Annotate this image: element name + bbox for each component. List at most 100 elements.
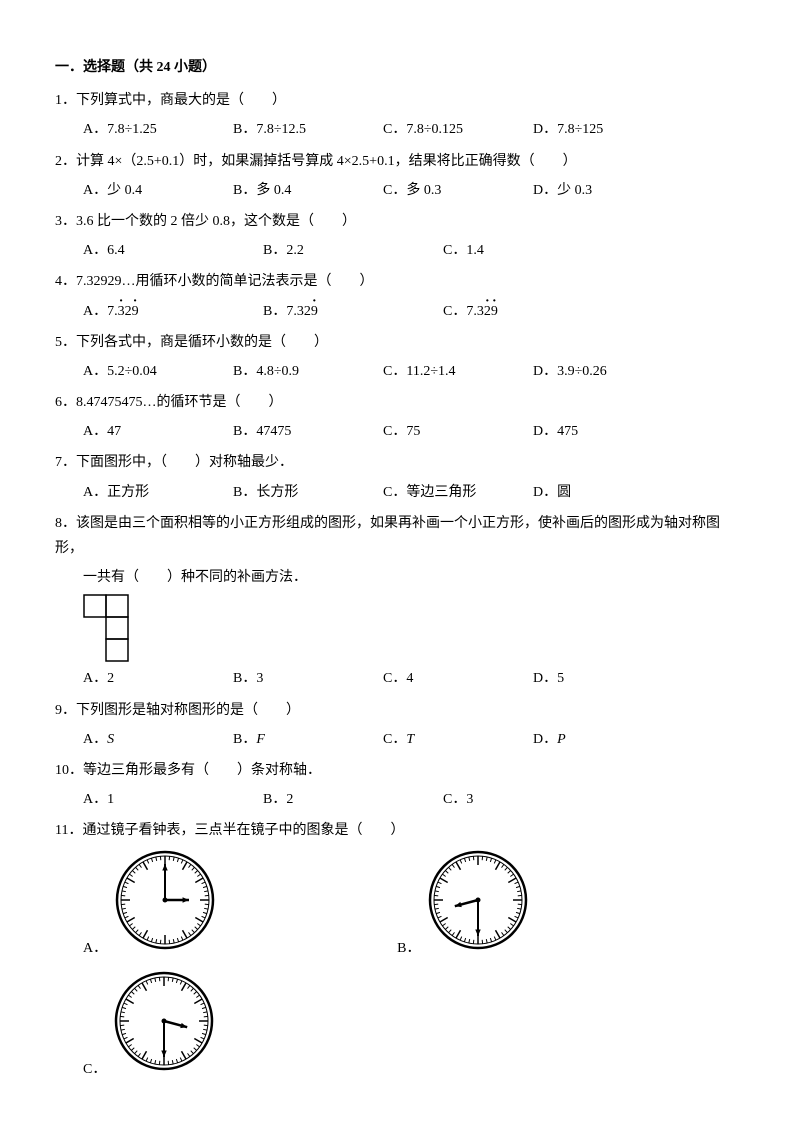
q10-opt-a: A．1 (83, 787, 263, 812)
q10-opt-b: B．2 (263, 787, 443, 812)
q9-options: A．S B．F C．T D．P (55, 727, 739, 752)
q2-text: 2．计算 4×（2.5+0.1）时，如果漏掉括号算成 4×2.5+0.1，结果将… (55, 149, 739, 174)
question-2: 2．计算 4×（2.5+0.1）时，如果漏掉括号算成 4×2.5+0.1，结果将… (55, 149, 739, 203)
clock-a (113, 848, 217, 961)
q4a-pre: A．7. (83, 304, 118, 319)
q7-opt-b: B．长方形 (233, 480, 383, 505)
question-3: 3．3.6 比一个数的 2 倍少 0.8，这个数是（ ） A．6.4 B．2.2… (55, 209, 739, 263)
q4-opt-c: C．7.329 (443, 299, 623, 324)
q2-opt-c: C．多 0.3 (383, 178, 533, 203)
q1-opt-b: B．7.8÷12.5 (233, 117, 383, 142)
q6-text: 6．8.47475475…的循环节是（ ） (55, 390, 739, 415)
question-6: 6．8.47475475…的循环节是（ ） A．47 B．47475 C．75 … (55, 390, 739, 444)
q2-opt-b: B．多 0.4 (233, 178, 383, 203)
q9-opt-b: B．F (233, 727, 383, 752)
clock-c (112, 969, 216, 1082)
q5-opt-a: A．5.2÷0.04 (83, 359, 233, 384)
q9-opt-a: A．S (83, 727, 233, 752)
q8-opt-c: C．4 (383, 666, 533, 691)
q4-options: A．7.329 B．7.329 C．7.329 (55, 299, 739, 324)
q11b-lbl: B． (397, 936, 420, 961)
q3-text: 3．3.6 比一个数的 2 倍少 0.8，这个数是（ ） (55, 209, 739, 234)
q4a-mid: 2 (125, 304, 132, 319)
q4-opt-b: B．7.329 (263, 299, 443, 324)
q9c-lbl: C． (383, 732, 406, 747)
q5-opt-b: B．4.8÷0.9 (233, 359, 383, 384)
q4c-dot2: 9 (491, 299, 498, 324)
q4a-dot1: 3 (118, 299, 125, 324)
q6-options: A．47 B．47475 C．75 D．475 (55, 419, 739, 444)
q11a-lbl: A． (83, 936, 107, 961)
q9a-lbl: A． (83, 732, 107, 747)
q9d-letter: P (557, 732, 566, 747)
q4b-pre: B．7.32 (263, 304, 311, 319)
q9b-lbl: B． (233, 732, 256, 747)
q9-text: 9．下列图形是轴对称图形的是（ ） (55, 698, 739, 723)
question-1: 1．下列算式中，商最大的是（ ） A．7.8÷1.25 B．7.8÷12.5 C… (55, 88, 739, 142)
q10-text: 10．等边三角形最多有（ ）条对称轴． (55, 758, 739, 783)
q9-opt-d: D．P (533, 727, 683, 752)
clock-b (426, 848, 530, 961)
question-9: 9．下列图形是轴对称图形的是（ ） A．S B．F C．T D．P (55, 698, 739, 752)
q1-options: A．7.8÷1.25 B．7.8÷12.5 C．7.8÷0.125 D．7.8÷… (55, 117, 739, 142)
question-11: 11．通过镜子看钟表，三点半在镜子中的图象是（ ） A． B． (55, 818, 739, 1082)
q4a-dot2: 9 (132, 299, 139, 324)
q7-opt-c: C．等边三角形 (383, 480, 533, 505)
q9a-letter: S (107, 732, 114, 747)
q11-opt-c: C． (83, 969, 216, 1082)
q11c-lbl: C． (83, 1057, 106, 1082)
q4-text: 4．7.32929…用循环小数的简单记法表示是（ ） (55, 269, 739, 294)
q2-opt-a: A．少 0.4 (83, 178, 233, 203)
q2-opt-d: D．少 0.3 (533, 178, 683, 203)
q1-text: 1．下列算式中，商最大的是（ ） (55, 88, 739, 113)
q11-text: 11．通过镜子看钟表，三点半在镜子中的图象是（ ） (55, 818, 739, 843)
q9c-letter: T (406, 732, 414, 747)
q7-options: A．正方形 B．长方形 C．等边三角形 D．圆 (55, 480, 739, 505)
q10-opt-c: C．3 (443, 787, 623, 812)
q6-opt-a: A．47 (83, 419, 233, 444)
q6-opt-b: B．47475 (233, 419, 383, 444)
q5-opt-c: C．11.2÷1.4 (383, 359, 533, 384)
q1-opt-d: D．7.8÷125 (533, 117, 683, 142)
q8-shape-svg (83, 594, 133, 666)
section-title: 一．选择题（共 24 小题） (55, 55, 739, 80)
q4c-dot1: 2 (484, 299, 491, 324)
q11-opt-b: B． (397, 848, 530, 961)
q5-text: 5．下列各式中，商是循环小数的是（ ） (55, 330, 739, 355)
q6-opt-d: D．475 (533, 419, 683, 444)
q3-opt-a: A．6.4 (83, 238, 263, 263)
q9d-lbl: D． (533, 732, 557, 747)
q3-opt-c: C．1.4 (443, 238, 623, 263)
q9b-letter: F (256, 732, 265, 747)
question-5: 5．下列各式中，商是循环小数的是（ ） A．5.2÷0.04 B．4.8÷0.9… (55, 330, 739, 384)
q8-opt-d: D．5 (533, 666, 683, 691)
q6-opt-c: C．75 (383, 419, 533, 444)
q8-options: A．2 B．3 C．4 D．5 (55, 666, 739, 691)
q4c-pre: C．7.3 (443, 304, 484, 319)
q11-opt-a: A． (83, 848, 217, 961)
q1-opt-c: C．7.8÷0.125 (383, 117, 533, 142)
q11-options: A． B． C． (55, 848, 739, 1082)
q4b-dot: 9 (311, 299, 318, 324)
q5-options: A．5.2÷0.04 B．4.8÷0.9 C．11.2÷1.4 D．3.9÷0.… (55, 359, 739, 384)
question-7: 7．下面图形中，（ ）对称轴最少． A．正方形 B．长方形 C．等边三角形 D．… (55, 450, 739, 504)
q4-opt-a: A．7.329 (83, 299, 263, 324)
q8-shape (55, 594, 739, 666)
q5-opt-d: D．3.9÷0.26 (533, 359, 683, 384)
q8-opt-b: B．3 (233, 666, 383, 691)
q2-options: A．少 0.4 B．多 0.4 C．多 0.3 D．少 0.3 (55, 178, 739, 203)
q8-text2: 一共有（ ）种不同的补画方法． (55, 565, 739, 590)
q7-text: 7．下面图形中，（ ）对称轴最少． (55, 450, 739, 475)
question-8: 8．该图是由三个面积相等的小正方形组成的图形，如果再补画一个小正方形，使补画后的… (55, 511, 739, 692)
question-4: 4．7.32929…用循环小数的简单记法表示是（ ） A．7.329 B．7.3… (55, 269, 739, 323)
q3-opt-b: B．2.2 (263, 238, 443, 263)
q1-opt-a: A．7.8÷1.25 (83, 117, 233, 142)
q9-opt-c: C．T (383, 727, 533, 752)
q7-opt-a: A．正方形 (83, 480, 233, 505)
q7-opt-d: D．圆 (533, 480, 683, 505)
question-10: 10．等边三角形最多有（ ）条对称轴． A．1 B．2 C．3 (55, 758, 739, 812)
q8-text1: 8．该图是由三个面积相等的小正方形组成的图形，如果再补画一个小正方形，使补画后的… (55, 511, 739, 561)
q3-options: A．6.4 B．2.2 C．1.4 (55, 238, 739, 263)
q10-options: A．1 B．2 C．3 (55, 787, 739, 812)
q8-opt-a: A．2 (83, 666, 233, 691)
